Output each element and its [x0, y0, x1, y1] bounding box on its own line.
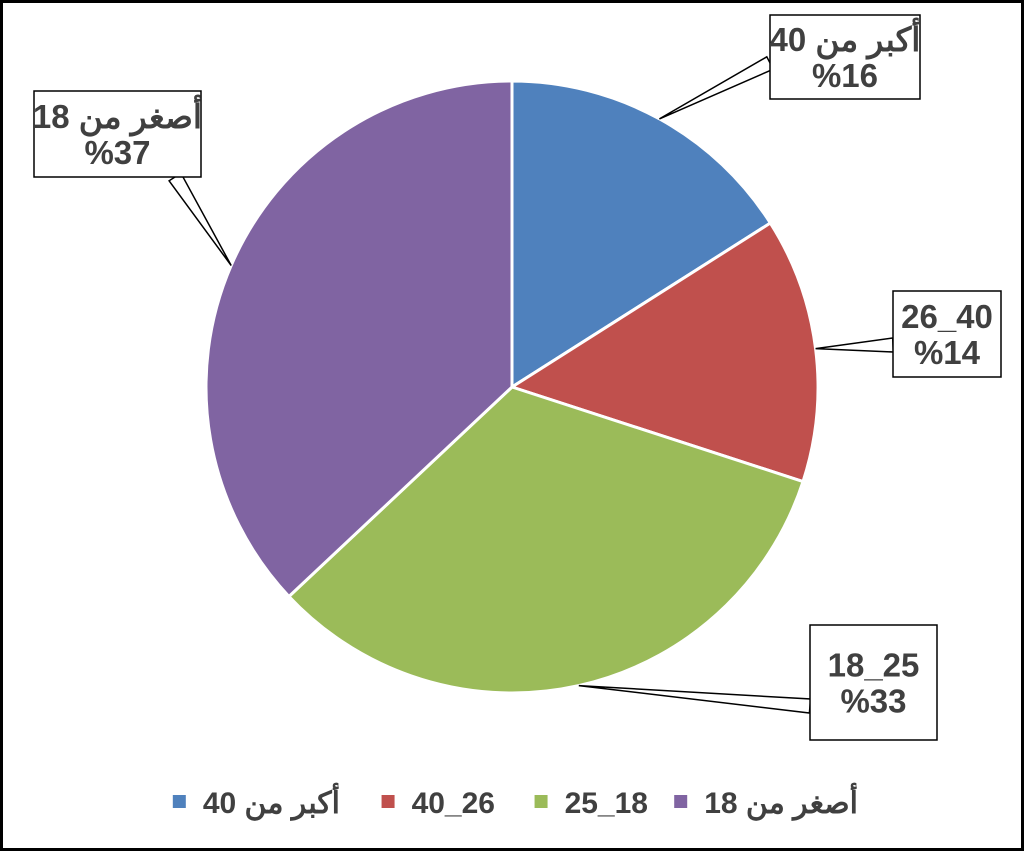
legend-label-1: أكبر من 40 [203, 782, 340, 821]
data-label-callouts: أكبر من 40%16 40_26%14 25_18%33 أصغر من 18%… [33, 14, 1002, 741]
pie-slice-2 [508, 220, 820, 484]
data-label-value-4: %37 [84, 134, 150, 171]
data-label-value-1: %16 [812, 57, 878, 94]
data-label-box-3 [809, 624, 938, 741]
pie-slice-3 [286, 385, 805, 695]
data-label-category-3: 25_18 [828, 647, 920, 684]
legend: أكبر من 40 40_26 25_18 أصغر من 18 [172, 782, 858, 821]
data-label-box-2 [892, 290, 1002, 378]
data-label-category-4: أصغر من 18 [33, 94, 202, 137]
legend-swatch-2 [381, 795, 395, 808]
legend-swatch-3 [534, 795, 548, 808]
legend-label-3: 25_18 [565, 787, 648, 820]
legend-swatch-1 [172, 795, 186, 808]
pie-slices [204, 79, 820, 695]
legend-label-2: 40_26 [412, 787, 495, 820]
data-label-value-3: %33 [840, 683, 906, 720]
data-label-category-1: أكبر من 40 [770, 17, 921, 60]
legend-label-4: أصغر من 18 [704, 782, 858, 821]
legend-swatch-4 [674, 795, 688, 808]
data-label-category-2: 40_26 [901, 298, 993, 335]
data-label-box-1 [769, 14, 921, 100]
data-label-value-2: %14 [914, 334, 981, 371]
data-label-box-4 [33, 90, 202, 178]
